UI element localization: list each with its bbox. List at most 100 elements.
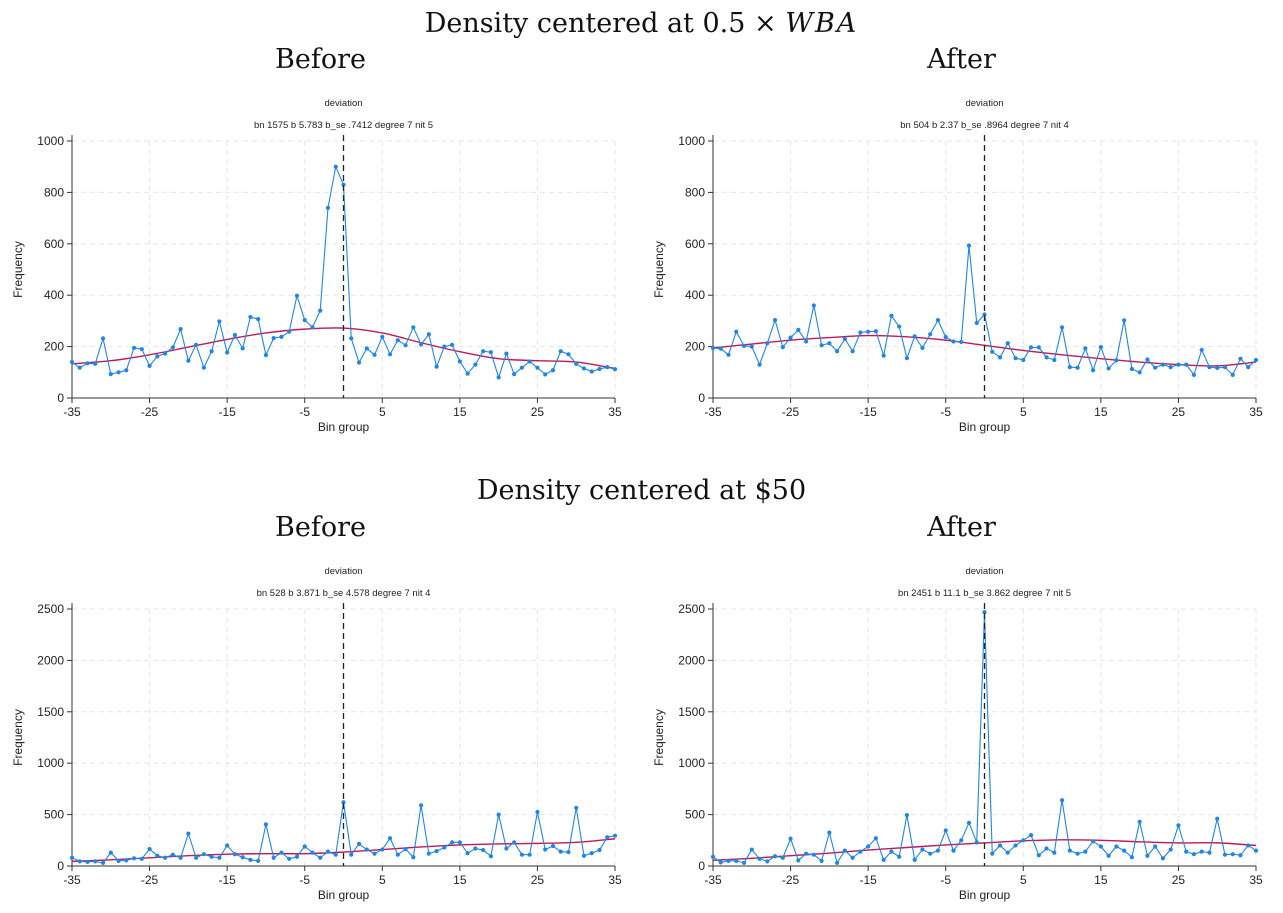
data-point (1176, 362, 1181, 367)
data-point (819, 343, 824, 348)
data-point (108, 371, 113, 377)
data-point (1028, 345, 1034, 350)
data-point (512, 371, 517, 377)
x-tick-label: 35 (1249, 405, 1263, 419)
data-point (726, 352, 731, 357)
data-point (1160, 856, 1166, 861)
data-point (481, 349, 486, 354)
data-point (116, 370, 121, 375)
data-point (904, 813, 910, 818)
data-point (827, 341, 832, 346)
data-point (225, 350, 230, 355)
data-point (966, 820, 972, 825)
data-point (512, 840, 517, 845)
x-tick-label: -25 (141, 405, 159, 419)
data-point (263, 822, 269, 827)
data-point (131, 856, 137, 861)
x-tick-label: -5 (940, 873, 951, 887)
y-tick-label: 200 (44, 340, 64, 354)
y-tick-label: 2500 (37, 602, 64, 616)
data-point (912, 857, 917, 862)
data-point (488, 854, 493, 859)
data-point (380, 847, 385, 852)
data-point (69, 855, 75, 860)
y-axis-label: Frequency (11, 709, 25, 766)
data-point (1153, 844, 1158, 849)
data-point (395, 338, 400, 343)
data-point (1129, 855, 1134, 860)
data-point (889, 849, 894, 854)
x-tick-label: 25 (531, 405, 545, 419)
data-point (581, 853, 587, 858)
x-tick-label: -35 (704, 405, 722, 419)
data-point (93, 361, 98, 366)
data-point (1230, 372, 1235, 377)
data-point (1083, 346, 1088, 351)
data-point (496, 812, 501, 817)
data-point (1067, 365, 1072, 370)
data-point (457, 359, 462, 364)
data-point (835, 349, 840, 354)
data-point (1052, 357, 1057, 363)
data-point (108, 850, 113, 855)
data-point (734, 858, 739, 863)
y-tick-label: 0 (698, 859, 705, 873)
x-tick-label: -15 (859, 405, 877, 419)
data-point (1036, 345, 1041, 350)
data-point (333, 852, 338, 857)
data-point (411, 855, 416, 860)
data-point (349, 852, 354, 857)
data-point (842, 848, 847, 853)
data-point (481, 847, 486, 853)
chart-after-wba: deviation bn 504 b 2.37 b_se .8964 degree… (652, 98, 1263, 434)
data-point (951, 339, 956, 344)
data-point (1246, 365, 1251, 370)
data-point (1191, 852, 1197, 857)
y-tick-label: 500 (44, 808, 64, 822)
data-point (589, 369, 594, 374)
data-point (873, 836, 878, 841)
data-point (139, 347, 144, 352)
data-point (225, 843, 230, 848)
x-axis-label: Bin group (959, 420, 1011, 434)
data-point (1145, 357, 1150, 362)
y-axis-label: Frequency (11, 241, 25, 298)
x-axis-label: Bin group (959, 888, 1011, 902)
data-point (85, 361, 90, 366)
data-point (819, 858, 824, 863)
data-point (850, 349, 855, 354)
data-point (997, 355, 1003, 360)
data-point (912, 334, 917, 339)
data-point (866, 329, 871, 334)
x-tick-label: -25 (141, 873, 159, 887)
data-point (162, 855, 168, 860)
data-point (186, 358, 191, 363)
data-point (1036, 853, 1041, 858)
data-point (1238, 853, 1243, 858)
data-point (473, 362, 478, 367)
data-point (356, 841, 362, 846)
data-point (194, 855, 199, 860)
y-tick-label: 600 (44, 237, 64, 251)
data-point (574, 361, 579, 366)
data-point (496, 375, 501, 380)
y-tick-label: 500 (685, 808, 705, 822)
data-point (162, 351, 168, 356)
data-point (997, 843, 1003, 848)
data-point (757, 856, 762, 861)
chart-subtitle: bn 504 b 2.37 b_se .8964 degree 7 nit 4 (900, 120, 1069, 131)
data-point (535, 365, 540, 370)
data-point (194, 342, 199, 347)
data-point (873, 329, 878, 334)
data-point (527, 852, 532, 857)
y-tick-label: 1000 (37, 756, 64, 770)
data-point (131, 345, 137, 350)
data-point (1184, 849, 1189, 854)
data-point (100, 860, 106, 866)
data-point (749, 344, 754, 349)
data-point (240, 855, 245, 860)
data-point (294, 854, 300, 859)
data-point (974, 320, 979, 326)
data-point (966, 243, 972, 248)
data-point (881, 353, 886, 358)
